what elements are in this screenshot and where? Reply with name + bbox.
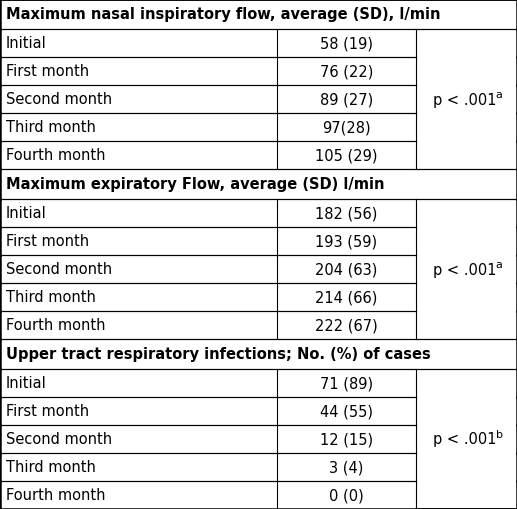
Bar — [277, 200, 416, 228]
Bar — [416, 312, 517, 340]
Text: b: b — [496, 429, 503, 439]
Text: 204 (63): 204 (63) — [315, 262, 377, 277]
Text: Third month: Third month — [6, 460, 96, 474]
Bar — [277, 397, 416, 425]
Bar — [416, 142, 517, 169]
Bar — [0, 30, 277, 58]
Text: First month: First month — [6, 404, 89, 419]
Text: 193 (59): 193 (59) — [315, 234, 377, 249]
Bar — [416, 58, 517, 86]
Text: Initial: Initial — [6, 37, 47, 51]
Bar — [0, 369, 277, 397]
Text: Maximum nasal inspiratory flow, average (SD), l/min: Maximum nasal inspiratory flow, average … — [6, 8, 440, 22]
Bar — [277, 114, 416, 142]
Text: First month: First month — [6, 234, 89, 249]
Bar — [277, 481, 416, 509]
Text: 3 (4): 3 (4) — [329, 460, 363, 474]
Text: Initial: Initial — [6, 206, 47, 221]
Bar — [416, 200, 517, 228]
Text: Initial: Initial — [6, 376, 47, 391]
Bar — [277, 30, 416, 58]
Bar — [416, 397, 517, 425]
Text: 182 (56): 182 (56) — [315, 206, 377, 221]
Text: p < .001: p < .001 — [433, 92, 496, 107]
Bar — [0, 481, 277, 509]
Bar — [0, 200, 277, 228]
Bar — [416, 425, 517, 453]
Text: 76 (22): 76 (22) — [320, 64, 373, 79]
Bar — [416, 256, 517, 284]
Bar — [416, 86, 517, 114]
Text: p < .001: p < .001 — [433, 262, 496, 277]
Text: 214 (66): 214 (66) — [315, 290, 377, 305]
Bar — [416, 369, 517, 397]
Text: Maximum expiratory Flow, average (SD) l/min: Maximum expiratory Flow, average (SD) l/… — [6, 177, 385, 192]
Text: 97(28): 97(28) — [322, 120, 371, 135]
Bar — [0, 0, 517, 30]
Bar — [277, 284, 416, 312]
Bar — [0, 284, 277, 312]
Text: Upper tract respiratory infections; No. (%) of cases: Upper tract respiratory infections; No. … — [6, 347, 431, 362]
Text: Third month: Third month — [6, 120, 96, 135]
Bar — [0, 256, 277, 284]
Bar — [0, 397, 277, 425]
Bar — [277, 425, 416, 453]
Text: 71 (89): 71 (89) — [320, 376, 373, 391]
Text: Third month: Third month — [6, 290, 96, 305]
Bar — [416, 114, 517, 142]
Bar — [416, 481, 517, 509]
Bar — [416, 453, 517, 481]
Bar — [0, 142, 277, 169]
Text: Second month: Second month — [6, 92, 112, 107]
Bar — [0, 453, 277, 481]
Text: 89 (27): 89 (27) — [320, 92, 373, 107]
Text: First month: First month — [6, 64, 89, 79]
Bar — [277, 86, 416, 114]
Bar — [277, 312, 416, 340]
Bar — [277, 453, 416, 481]
Text: 105 (29): 105 (29) — [315, 148, 377, 163]
Text: 222 (67): 222 (67) — [315, 318, 378, 333]
Bar — [416, 228, 517, 256]
Bar — [416, 284, 517, 312]
Text: Fourth month: Fourth month — [6, 318, 105, 333]
Text: Second month: Second month — [6, 262, 112, 277]
Text: Second month: Second month — [6, 432, 112, 446]
Bar — [0, 58, 277, 86]
Text: 44 (55): 44 (55) — [320, 404, 373, 419]
Bar — [0, 228, 277, 256]
Text: 0 (0): 0 (0) — [329, 488, 364, 502]
Bar — [0, 86, 277, 114]
Bar — [416, 30, 517, 58]
Bar — [277, 256, 416, 284]
Bar — [277, 228, 416, 256]
Text: 12 (15): 12 (15) — [320, 432, 373, 446]
Text: Fourth month: Fourth month — [6, 488, 105, 502]
Bar — [0, 169, 517, 200]
Text: p < .001: p < .001 — [433, 432, 496, 446]
Bar — [277, 58, 416, 86]
Text: a: a — [496, 90, 503, 100]
Bar — [0, 425, 277, 453]
Text: 58 (19): 58 (19) — [320, 37, 373, 51]
Bar — [277, 369, 416, 397]
Bar — [0, 340, 517, 369]
Bar — [277, 142, 416, 169]
Bar — [0, 312, 277, 340]
Text: Fourth month: Fourth month — [6, 148, 105, 163]
Text: a: a — [496, 260, 503, 269]
Bar — [0, 114, 277, 142]
